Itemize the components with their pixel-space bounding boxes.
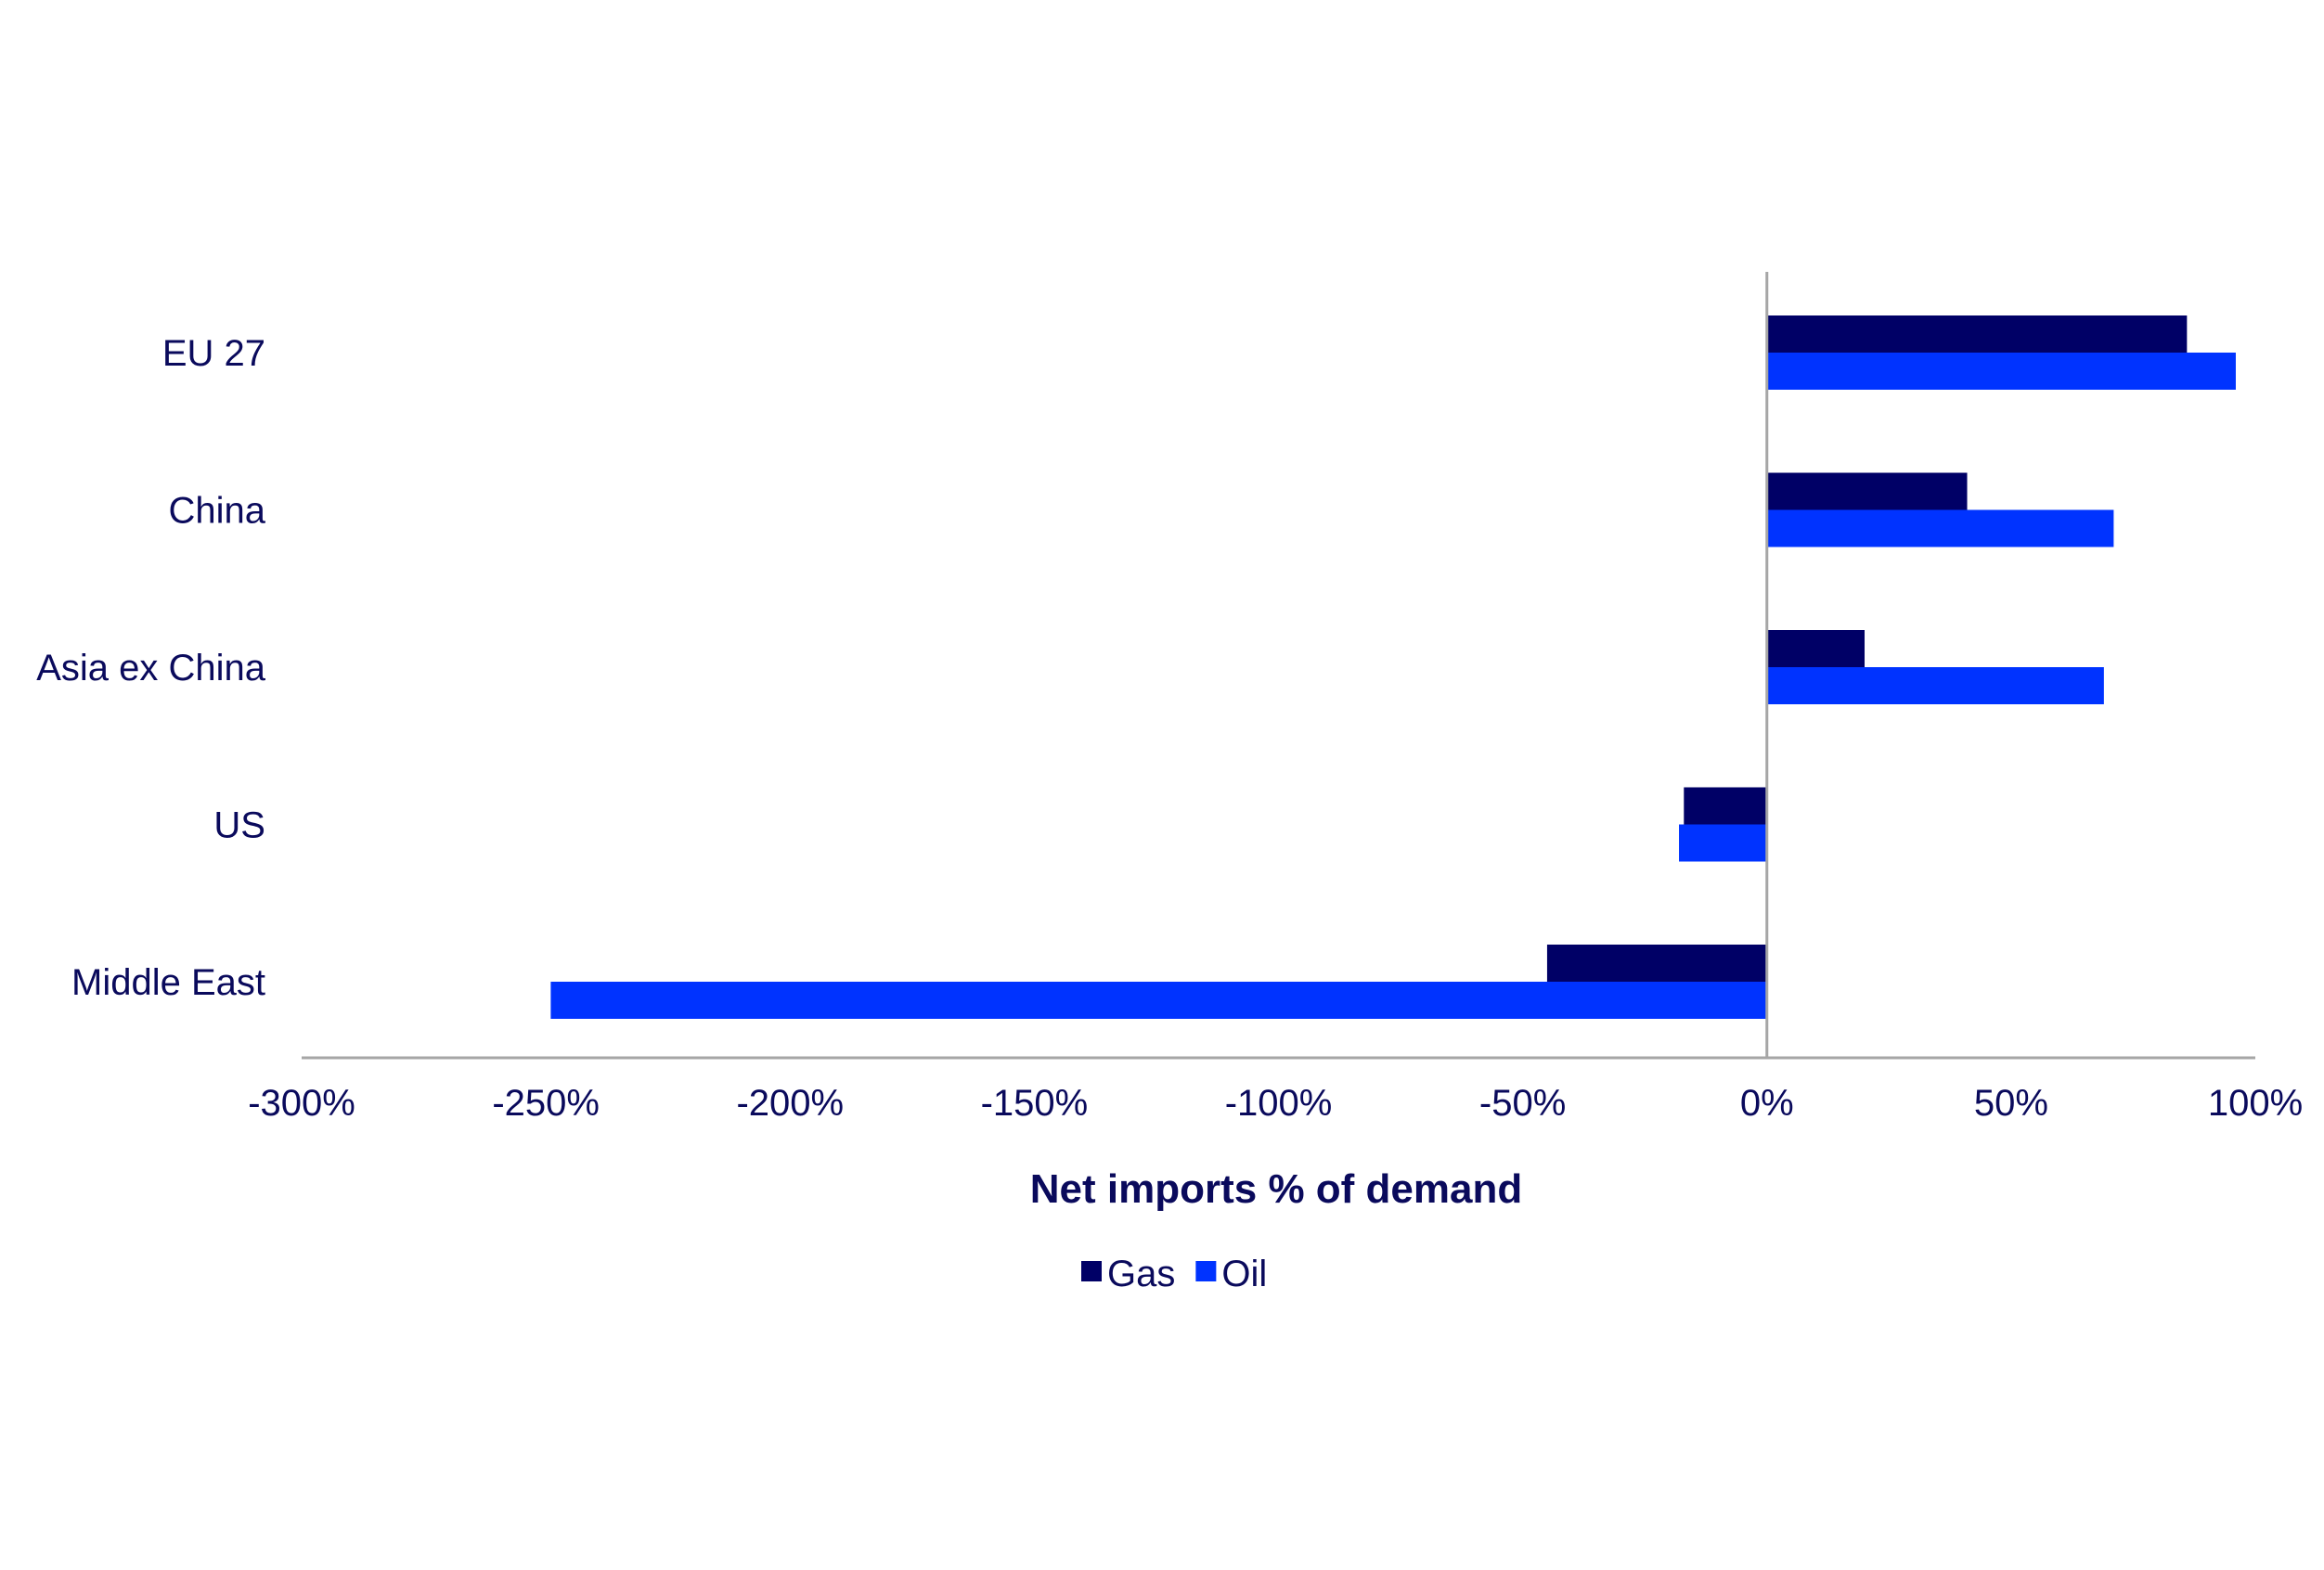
category-labels: EU 27 China Asia ex China US Middle East (36, 333, 266, 1003)
bar-gas-asia-ex-china (1766, 630, 1865, 667)
category-label: Middle East (71, 962, 265, 1003)
legend-swatch-gas (1081, 1261, 1102, 1281)
x-tick-label: -150% (981, 1083, 1089, 1124)
x-tick-label: 0% (1740, 1083, 1794, 1124)
x-tick-label: -250% (492, 1083, 600, 1124)
bar-gas-middle-east (1546, 945, 1767, 982)
x-tick-label: 50% (1974, 1083, 2048, 1124)
x-tick-label: 100% (2208, 1083, 2303, 1124)
bar-oil-middle-east (550, 982, 1767, 1019)
bar-gas-eu-27 (1766, 315, 2188, 353)
bar-oil-eu-27 (1766, 353, 2236, 390)
bar-oil-us (1679, 824, 1767, 862)
category-label: China (168, 491, 265, 532)
x-tick-label: -50% (1479, 1083, 1566, 1124)
x-tick-label: -200% (736, 1083, 844, 1124)
legend-label-gas: Gas (1107, 1254, 1175, 1294)
x-tick-label: -100% (1225, 1083, 1333, 1124)
category-label: EU 27 (162, 333, 265, 374)
legend-label-oil: Oil (1221, 1254, 1267, 1294)
category-label: Asia ex China (36, 648, 266, 688)
legend: Gas Oil (1081, 1254, 1267, 1294)
bars-group (550, 315, 2236, 1019)
bar-gas-china (1766, 472, 1968, 510)
x-tick-label: -300% (248, 1083, 355, 1124)
category-label: US (213, 805, 265, 846)
x-tick-labels: -300% -250% -200% -150% -100% -50% 0% 50% 100% (248, 1083, 2303, 1124)
bar-oil-china (1766, 509, 2114, 547)
x-axis-title: Net imports % of demand (1030, 1166, 1523, 1212)
legend-swatch-oil (1195, 1261, 1217, 1281)
bar-gas-us (1684, 787, 1767, 825)
bar-oil-asia-ex-china (1766, 667, 2104, 704)
